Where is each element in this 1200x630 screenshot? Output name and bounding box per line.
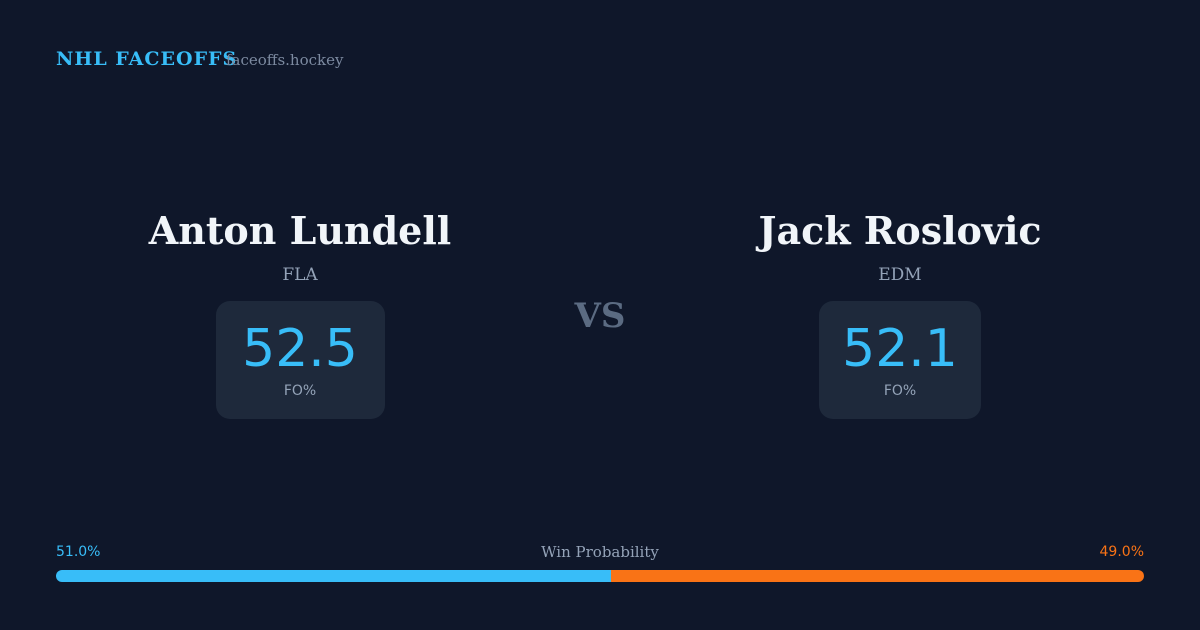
player-right: Jack Roslovic EDM 52.1 FO% <box>700 205 1100 419</box>
right-probability: 49.0% <box>1099 544 1144 560</box>
player-name: Jack Roslovic <box>758 208 1042 253</box>
stat-value: 52.1 <box>842 319 958 379</box>
stat-label: FO% <box>883 383 917 399</box>
player-left: Anton Lundell FLA 52.5 FO% <box>100 205 500 419</box>
team: EDM <box>878 265 922 285</box>
stat-box: 52.1 FO% <box>819 301 981 419</box>
left-probability: 51.0% <box>56 544 101 560</box>
stat-label: FO% <box>283 383 317 399</box>
stat-value: 52.5 <box>242 319 358 379</box>
stat-box: 52.5 FO% <box>215 301 385 419</box>
player-name: Anton Lundell <box>148 208 452 253</box>
team: FLA <box>282 265 318 285</box>
brand: NHL FACEOFFS <box>56 48 238 70</box>
probability-bar-right <box>610 570 1144 582</box>
versus: VS <box>574 296 626 336</box>
probability-bar-left <box>56 570 611 582</box>
probability-title: Win Probability <box>541 543 659 561</box>
site-url: faceoffs.hockey <box>226 51 344 69</box>
